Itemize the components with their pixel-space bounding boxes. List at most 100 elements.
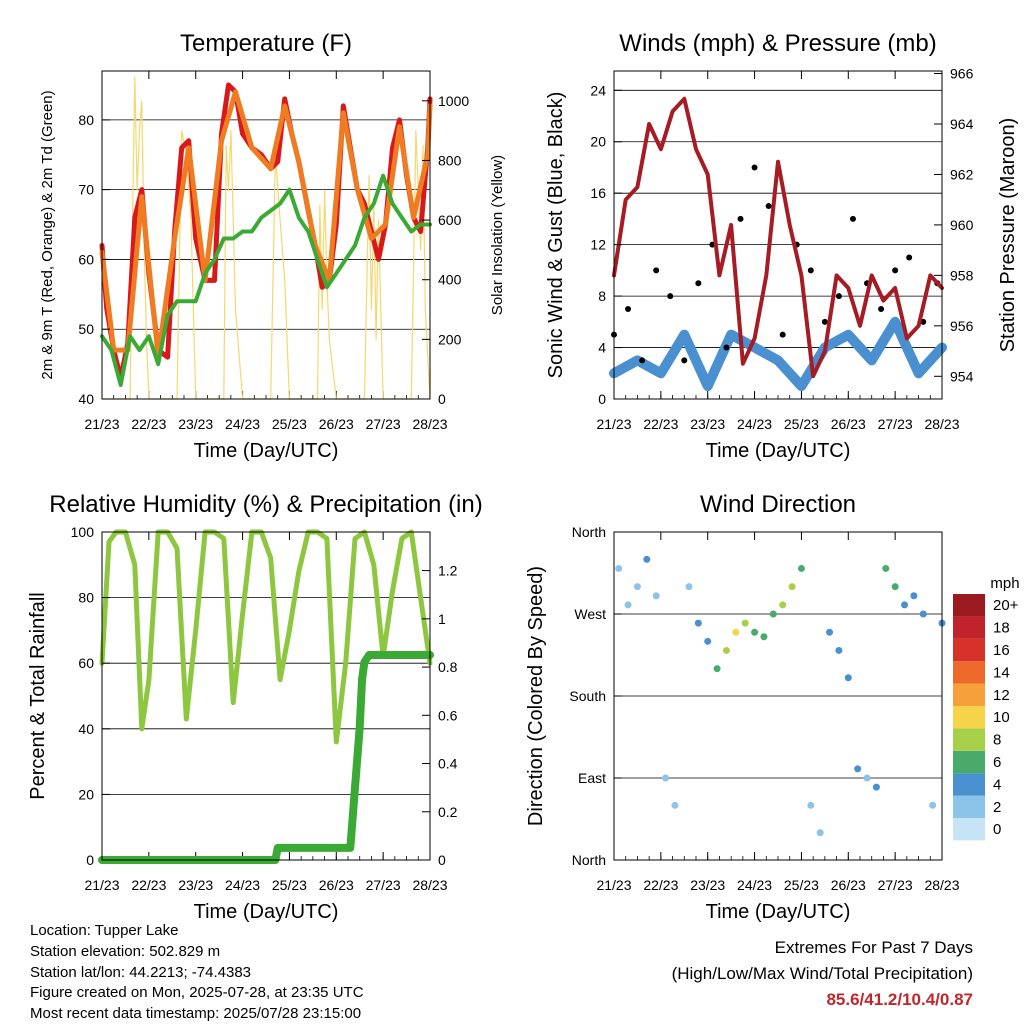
chart-title: Relative Humidity (%) & Precipitation (i… [49,491,482,518]
x-tick-label: 26/23 [319,877,354,893]
x-tick-label: 26/23 [831,877,866,893]
y-tick-label: 0 [598,391,606,407]
legend-label: 10 [993,709,1010,726]
legend-label: 6 [993,754,1001,771]
x-tick-label: 25/23 [272,877,307,893]
direction-point [760,633,768,641]
x-axis-label: Time (Day/UTC) [706,901,851,923]
x-tick-label: 22/23 [131,416,166,432]
y-tick-label: North [572,524,606,540]
chart-title: Winds (mph) & Pressure (mb) [619,30,936,57]
x-tick-label: 25/23 [272,416,307,432]
panel-winds: Winds (mph) & Pressure (mb) 21/23 22/23 23/… [545,30,1019,462]
recent-text: Most recent data timestamp: 2025/07/28 2… [30,1005,362,1023]
legend-swatch [953,683,985,706]
x-tick-label: 26/23 [831,416,866,432]
gust-point [751,164,758,171]
direction-point [919,610,927,618]
y-axis-label-right: Solar Insolation (Yellow) [489,155,506,315]
y-tick-label: 60 [78,251,94,267]
gust-point [835,293,842,300]
y-tick-label: 16 [590,185,606,201]
y-axis-label: Percent & Total Rainfall [27,592,49,800]
x-tick-label: 22/23 [643,416,678,432]
direction-point [901,601,909,609]
gust-point [681,357,688,364]
legend-swatch [953,773,985,796]
series-wind [609,316,947,392]
y-tick-label: North [572,852,606,868]
direction-point [685,583,693,591]
x-tick-label: 27/23 [366,416,401,432]
direction-point [769,610,777,618]
chart-title: Wind Direction [700,491,856,518]
latlon-text: Station lat/lon: 44.2213; -74.4383 [30,963,252,981]
x-tick-label: 24/23 [225,416,260,432]
x-tick-label: 28/23 [412,877,447,893]
y-axis-label-right: Station Pressure (Maroon) [997,118,1019,353]
x-tick-label: 24/23 [225,877,260,893]
legend-swatch [953,706,985,729]
y-tick-label: 20 [590,134,606,150]
direction-point [694,619,702,627]
y-tick-label: 80 [78,112,94,128]
legend-label: 2 [993,799,1001,816]
station-info: Location: Tupper Lake Station elevation:… [30,921,364,1025]
y-tick-label: 50 [78,321,94,337]
direction-point [807,801,815,809]
y-tick-label-right: 966 [950,66,974,82]
y-tick-label-right: 954 [950,368,974,384]
x-tick-label: 22/23 [643,877,678,893]
x-tick-label: 21/23 [84,416,119,432]
extremes-title: Extremes For Past 7 Days [774,938,973,957]
x-tick-label: 21/23 [596,416,631,432]
panel-humidity: Relative Humidity (%) & Precipitation (i… [27,491,483,923]
legend-label: 8 [993,732,1001,749]
x-tick-label: 28/23 [924,416,959,432]
chart-title: Temperature (F) [180,30,352,57]
direction-point [741,619,749,627]
y-tick-label: East [578,770,606,786]
series-precip [98,651,434,864]
y-tick-label-right: 600 [438,212,462,228]
legend-title: mph [990,575,1019,592]
x-tick-label: 27/23 [878,416,913,432]
gust-point [821,318,828,325]
direction-point [854,765,862,773]
direction-point [722,646,730,654]
x-tick-label: 28/23 [412,416,447,432]
direction-point [835,646,843,654]
legend-swatch [953,795,985,818]
gust-point [779,331,786,338]
direction-point [779,601,787,609]
gust-point [653,267,660,274]
direction-point [713,665,721,673]
extremes-values: 85.6/41.2/10.4/0.87 [826,990,973,1009]
legend-label: 12 [993,687,1010,704]
panel-wind-direction: Wind Direction 21/23 22/23 23/23 24/23 25/23 2… [525,491,1020,923]
x-tick-label: 27/23 [366,877,401,893]
gust-point [667,293,674,300]
x-tick-label: 25/23 [784,416,819,432]
y-tick-label-right: 958 [950,267,974,283]
gust-point [639,357,646,364]
gust-point [695,280,702,287]
y-tick-label-right: 0 [438,852,446,868]
direction-point [615,564,623,572]
y-tick-label: 40 [78,721,94,737]
panel-temperature: Temperature (F) 21/23 22/23 23/23 24/23 25/23… [39,30,506,462]
y-tick-label: 60 [78,655,94,671]
x-tick-label: 23/23 [690,877,725,893]
direction-point [929,801,937,809]
legend-label: 4 [993,776,1001,793]
x-axis-label: Time (Day/UTC) [194,901,339,923]
gust-point [807,267,814,274]
gust-point [737,215,744,222]
y-tick-label: 4 [598,340,606,356]
legend-swatch [953,638,985,662]
direction-point [732,628,740,636]
gust-point [625,305,632,312]
y-axis-label: 2m & 9m T (Red, Orange) & 2m Td (Green) [39,90,56,379]
y-tick-label: 0 [86,852,94,868]
